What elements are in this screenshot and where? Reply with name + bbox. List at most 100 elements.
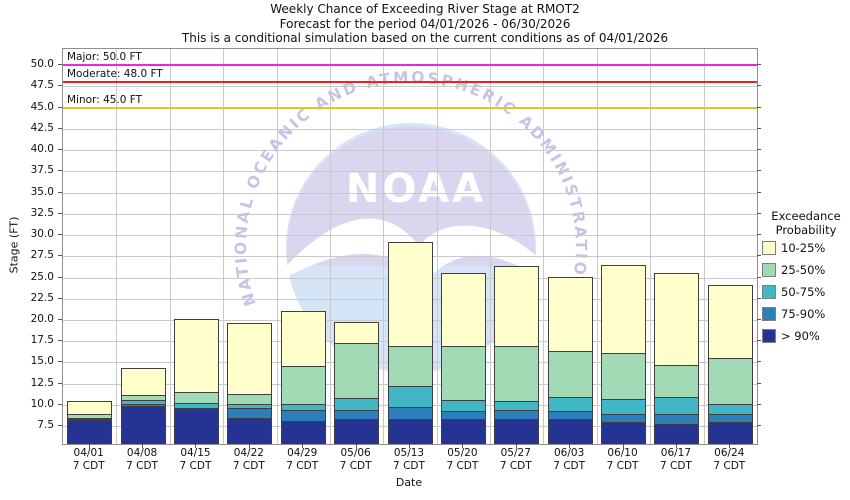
bar-segment-25-50-	[281, 365, 325, 405]
y-axis-tick	[58, 149, 62, 151]
bar	[494, 265, 540, 444]
v-gridline	[436, 49, 438, 444]
y-tick-label: 30.0	[30, 228, 54, 241]
flood-line-label: Moderate: 48.0 FT	[67, 68, 163, 81]
y-axis-right-tick	[757, 170, 761, 172]
y-axis-tick	[58, 276, 62, 278]
y-tick-label: 32.5	[30, 206, 54, 219]
legend-item: 75-90%	[762, 303, 850, 325]
x-tick-date: 04/01	[73, 447, 104, 459]
legend-item: 10-25%	[762, 237, 850, 259]
x-tick-label: 05/27 7 CDT	[489, 447, 542, 472]
bar-segment-50-75-	[708, 404, 752, 415]
bar-segment-75-90-	[655, 414, 699, 424]
bar-segment-25-50-	[68, 413, 112, 418]
bar	[440, 273, 486, 444]
y-tick-label: 15.0	[30, 355, 54, 368]
x-axis-tick	[515, 444, 517, 448]
y-axis-right-tick	[757, 297, 761, 299]
chart-subtitle2: This is a conditional simulation based o…	[181, 31, 669, 45]
bar-segment--90-	[281, 421, 325, 444]
y-tick-label: 10.0	[30, 397, 54, 410]
x-tick-time: 7 CDT	[126, 459, 158, 472]
v-gridline	[169, 49, 171, 444]
h-gridline	[63, 171, 757, 173]
y-axis-right-tick	[757, 64, 761, 66]
bar-segment--90-	[708, 422, 752, 444]
x-tick-date: 04/29	[287, 447, 318, 459]
legend-item-label: 10-25%	[781, 241, 826, 255]
y-axis-tick	[58, 382, 62, 384]
y-axis-tick	[58, 361, 62, 363]
bar-segment-50-75-	[548, 397, 592, 411]
bar-segment-25-50-	[441, 346, 485, 400]
bar	[601, 264, 647, 444]
bar	[227, 323, 273, 444]
y-axis-tick	[58, 318, 62, 320]
bar-segment-10-25-	[281, 311, 325, 366]
legend-item-label: 25-50%	[781, 263, 826, 277]
bar-segment-25-50-	[655, 365, 699, 398]
legend-item: 50-75%	[762, 281, 850, 303]
y-tick-label: 40.0	[30, 143, 54, 156]
y-axis-right-tick	[757, 276, 761, 278]
x-tick-date: 06/17	[660, 447, 692, 459]
y-tick-label: 47.5	[30, 79, 54, 92]
x-axis-tick	[569, 444, 571, 448]
legend-swatch	[762, 241, 776, 255]
bar-segment-50-75-	[388, 385, 432, 407]
v-gridline	[650, 49, 652, 444]
y-tick-label: 25.0	[30, 270, 54, 283]
x-tick-date: 06/10	[607, 447, 638, 459]
bar-segment--90-	[121, 405, 165, 444]
bar-segment-75-90-	[121, 404, 165, 406]
y-axis-right-tick	[757, 382, 761, 384]
bar-segment--90-	[441, 419, 485, 444]
bar	[334, 321, 380, 444]
bar-segment-10-25-	[121, 369, 165, 395]
x-tick-date: 05/20	[447, 447, 478, 459]
legend-item: > 90%	[762, 325, 850, 347]
x-tick-label: 04/15 7 CDT	[169, 447, 222, 472]
x-tick-time: 7 CDT	[713, 459, 746, 472]
x-tick-label: 04/29 7 CDT	[276, 447, 329, 472]
h-gridline	[63, 128, 757, 130]
flood-line-major	[63, 64, 757, 67]
y-tick-label: 27.5	[30, 249, 54, 262]
noaa-logo-text: NOAA	[346, 166, 486, 212]
bar-segment-50-75-	[68, 417, 112, 419]
bar-segment-10-25-	[68, 401, 112, 414]
x-axis-tick	[88, 444, 90, 448]
bar	[387, 241, 433, 444]
x-tick-label: 04/22 7 CDT	[222, 447, 275, 472]
y-axis-right-tick	[757, 149, 761, 151]
x-tick-date: 06/24	[714, 447, 745, 459]
bar-segment--90-	[602, 422, 646, 444]
bar-segment-25-50-	[388, 345, 432, 386]
y-tick-label: 35.0	[30, 185, 54, 198]
y-axis-right-tick	[757, 212, 761, 214]
flood-line-label: Major: 50.0 FT	[67, 51, 142, 64]
legend-item-label: 75-90%	[781, 307, 826, 321]
x-axis-tick	[462, 444, 464, 448]
flood-line-label: Minor: 45.0 FT	[67, 93, 143, 106]
x-tick-time: 7 CDT	[393, 459, 425, 472]
x-axis-tick	[409, 444, 410, 448]
h-gridline	[63, 86, 757, 88]
bar-segment-10-25-	[708, 286, 752, 359]
h-gridline	[63, 192, 757, 194]
x-tick-label: 06/24 7 CDT	[703, 447, 756, 472]
x-tick-label: 05/06 7 CDT	[329, 447, 382, 472]
bar-segment-10-25-	[495, 266, 539, 347]
chart-subtitle: Forecast for the period 04/01/2026 - 06/…	[279, 16, 571, 31]
y-axis-tick	[58, 234, 62, 236]
x-tick-label: 05/20 7 CDT	[436, 447, 489, 472]
x-tick-date: 04/15	[180, 447, 211, 459]
bar-segment-50-75-	[121, 399, 165, 405]
bar-segment-10-25-	[655, 274, 699, 366]
y-tick-label: 37.5	[30, 164, 54, 177]
v-gridline	[383, 49, 385, 444]
v-gridline	[223, 49, 225, 444]
h-gridline	[63, 235, 757, 237]
